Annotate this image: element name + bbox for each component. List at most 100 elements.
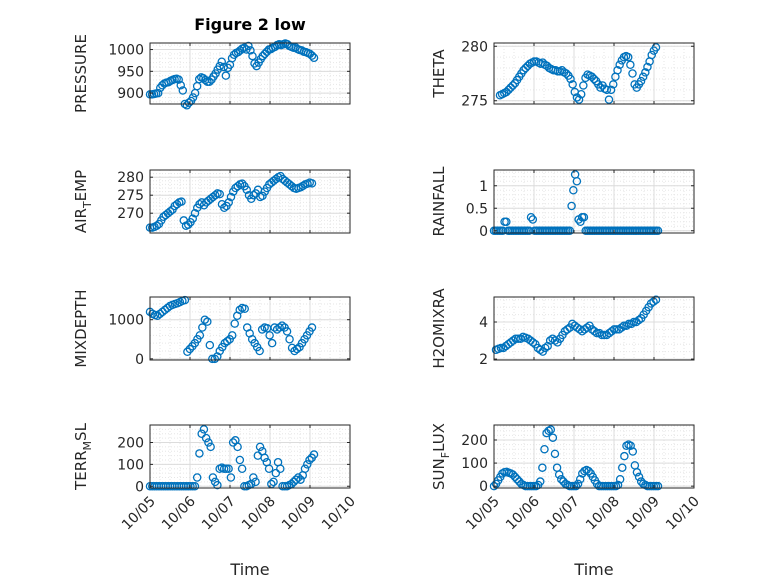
data-point-mixdepth: [257, 325, 267, 334]
y-tick-label: 2: [479, 352, 488, 368]
data-point-sun_flux: [536, 477, 545, 486]
panel-h2omixra: 2 4 H2OMIXRA: [430, 288, 695, 369]
data-point-pressure: [250, 59, 259, 68]
data-point-h2omixra: [629, 317, 639, 327]
data-point-theta: [519, 65, 528, 75]
data-point-terr_msl: [237, 464, 247, 473]
data-point-pressure: [307, 51, 317, 60]
data-point-sun_flux: [632, 468, 642, 477]
data-point-theta: [613, 65, 622, 75]
data-point-h2omixra: [496, 343, 506, 353]
data-point-terr_msl: [276, 464, 285, 473]
data-point-theta: [636, 76, 646, 86]
data-point-air_temp: [237, 179, 247, 188]
data-point-mixdepth: [255, 346, 264, 356]
data-point-sun_flux: [548, 433, 558, 442]
y-tick-label: 0: [479, 224, 488, 240]
y-tick-label: 280: [117, 170, 144, 186]
data-point-sun_flux: [538, 463, 547, 472]
data-point-h2omixra: [634, 315, 644, 325]
data-point-sun_flux: [512, 474, 522, 484]
data-point-theta: [641, 68, 650, 77]
data-point-rainfall: [526, 212, 536, 222]
data-point-terr_msl: [195, 449, 204, 458]
data-point-h2omixra: [528, 338, 538, 347]
y-tick-label: 4: [479, 315, 488, 331]
data-point-h2omixra: [622, 321, 631, 330]
data-point-theta: [606, 85, 616, 95]
data-point-air_temp: [226, 192, 236, 202]
data-point-rainfall: [528, 215, 538, 224]
y-tick-label: 0: [479, 479, 488, 495]
y-tick-label: 280: [461, 39, 488, 55]
data-point-terr_msl: [255, 442, 265, 452]
data-point-rainfall: [572, 176, 582, 186]
data-point-theta: [568, 80, 577, 89]
data-point-terr_msl: [300, 464, 310, 473]
data-point-sun_flux: [620, 451, 629, 461]
data-point-sun_flux: [571, 481, 581, 491]
y-axis-label-air_temp: AIRTEMP: [72, 170, 94, 233]
y-tick-label: 0.5: [466, 201, 488, 217]
y-axis-label-terr_msl: TERRMSL: [72, 422, 94, 491]
data-point-terr_msl: [260, 453, 269, 463]
data-point-mixdepth: [277, 321, 287, 330]
panel-sun_flux: 0 100 200 SUNFLUX 10/05 10/06 10/07 10/08 10/09 1…: [430, 423, 703, 533]
axes-box: [149, 169, 351, 234]
data-point-terr_msl: [305, 455, 314, 465]
data-point-h2omixra: [536, 345, 545, 355]
data-point-terr_msl: [271, 468, 281, 478]
data-point-terr_msl: [190, 481, 200, 491]
data-point-rainfall: [567, 201, 576, 211]
data-point-h2omixra: [563, 325, 572, 334]
y-tick-label: 275: [461, 94, 488, 110]
x-tick-label: 10/10: [663, 494, 703, 534]
data-point-theta: [604, 95, 614, 104]
data-point-mixdepth: [208, 354, 217, 364]
panel-rainfall: 0 0.5 1 RAINFALL: [430, 166, 695, 240]
data-point-air_temp: [183, 220, 193, 229]
data-point-terr_msl: [199, 425, 209, 434]
data-point-terr_msl: [213, 480, 222, 490]
data-point-theta: [647, 50, 656, 60]
data-point-air_temp: [177, 197, 186, 206]
data-point-pressure: [194, 74, 204, 84]
y-tick-label: 950: [117, 64, 144, 80]
figure-title: Figure 2 low: [194, 15, 306, 34]
data-point-terr_msl: [206, 442, 215, 452]
data-point-terr_msl: [269, 477, 278, 487]
data-point-sun_flux: [510, 472, 520, 482]
data-point-mixdepth: [265, 331, 274, 340]
data-point-air_temp: [210, 190, 220, 200]
data-point-mixdepth: [275, 323, 284, 332]
data-point-pressure: [176, 81, 185, 90]
data-point-pressure: [221, 71, 231, 80]
data-point-mixdepth: [198, 323, 207, 332]
data-point-terr_msl: [251, 477, 260, 487]
data-point-air_temp: [188, 214, 197, 223]
x-tick-label: 10/05: [119, 494, 159, 534]
axes-box: [149, 42, 351, 105]
data-point-mixdepth: [285, 335, 294, 344]
x-tick-label: 10/07: [543, 494, 583, 534]
x-tick-label: 10/09: [279, 494, 319, 534]
x-tick-label: 10/09: [623, 494, 663, 534]
data-point-theta: [651, 43, 661, 52]
x-axis-label-left: Time: [229, 560, 269, 579]
y-tick-label: 200: [461, 433, 488, 449]
data-point-sun_flux: [626, 441, 635, 451]
axes-box: [149, 424, 351, 489]
data-point-terr_msl: [228, 438, 238, 447]
data-point-air_temp: [307, 179, 317, 188]
data-point-theta: [638, 72, 648, 82]
data-point-terr_msl: [204, 438, 213, 447]
data-point-h2omixra: [590, 327, 599, 336]
data-point-sun_flux: [575, 474, 585, 484]
x-tick-label: 10/06: [503, 493, 543, 533]
data-point-theta: [589, 74, 599, 84]
data-point-mixdepth: [185, 344, 195, 354]
data-point-terr_msl: [235, 455, 245, 465]
y-tick-label: 100: [117, 457, 144, 473]
y-axis-label-sun_flux: SUNFLUX: [430, 423, 452, 490]
